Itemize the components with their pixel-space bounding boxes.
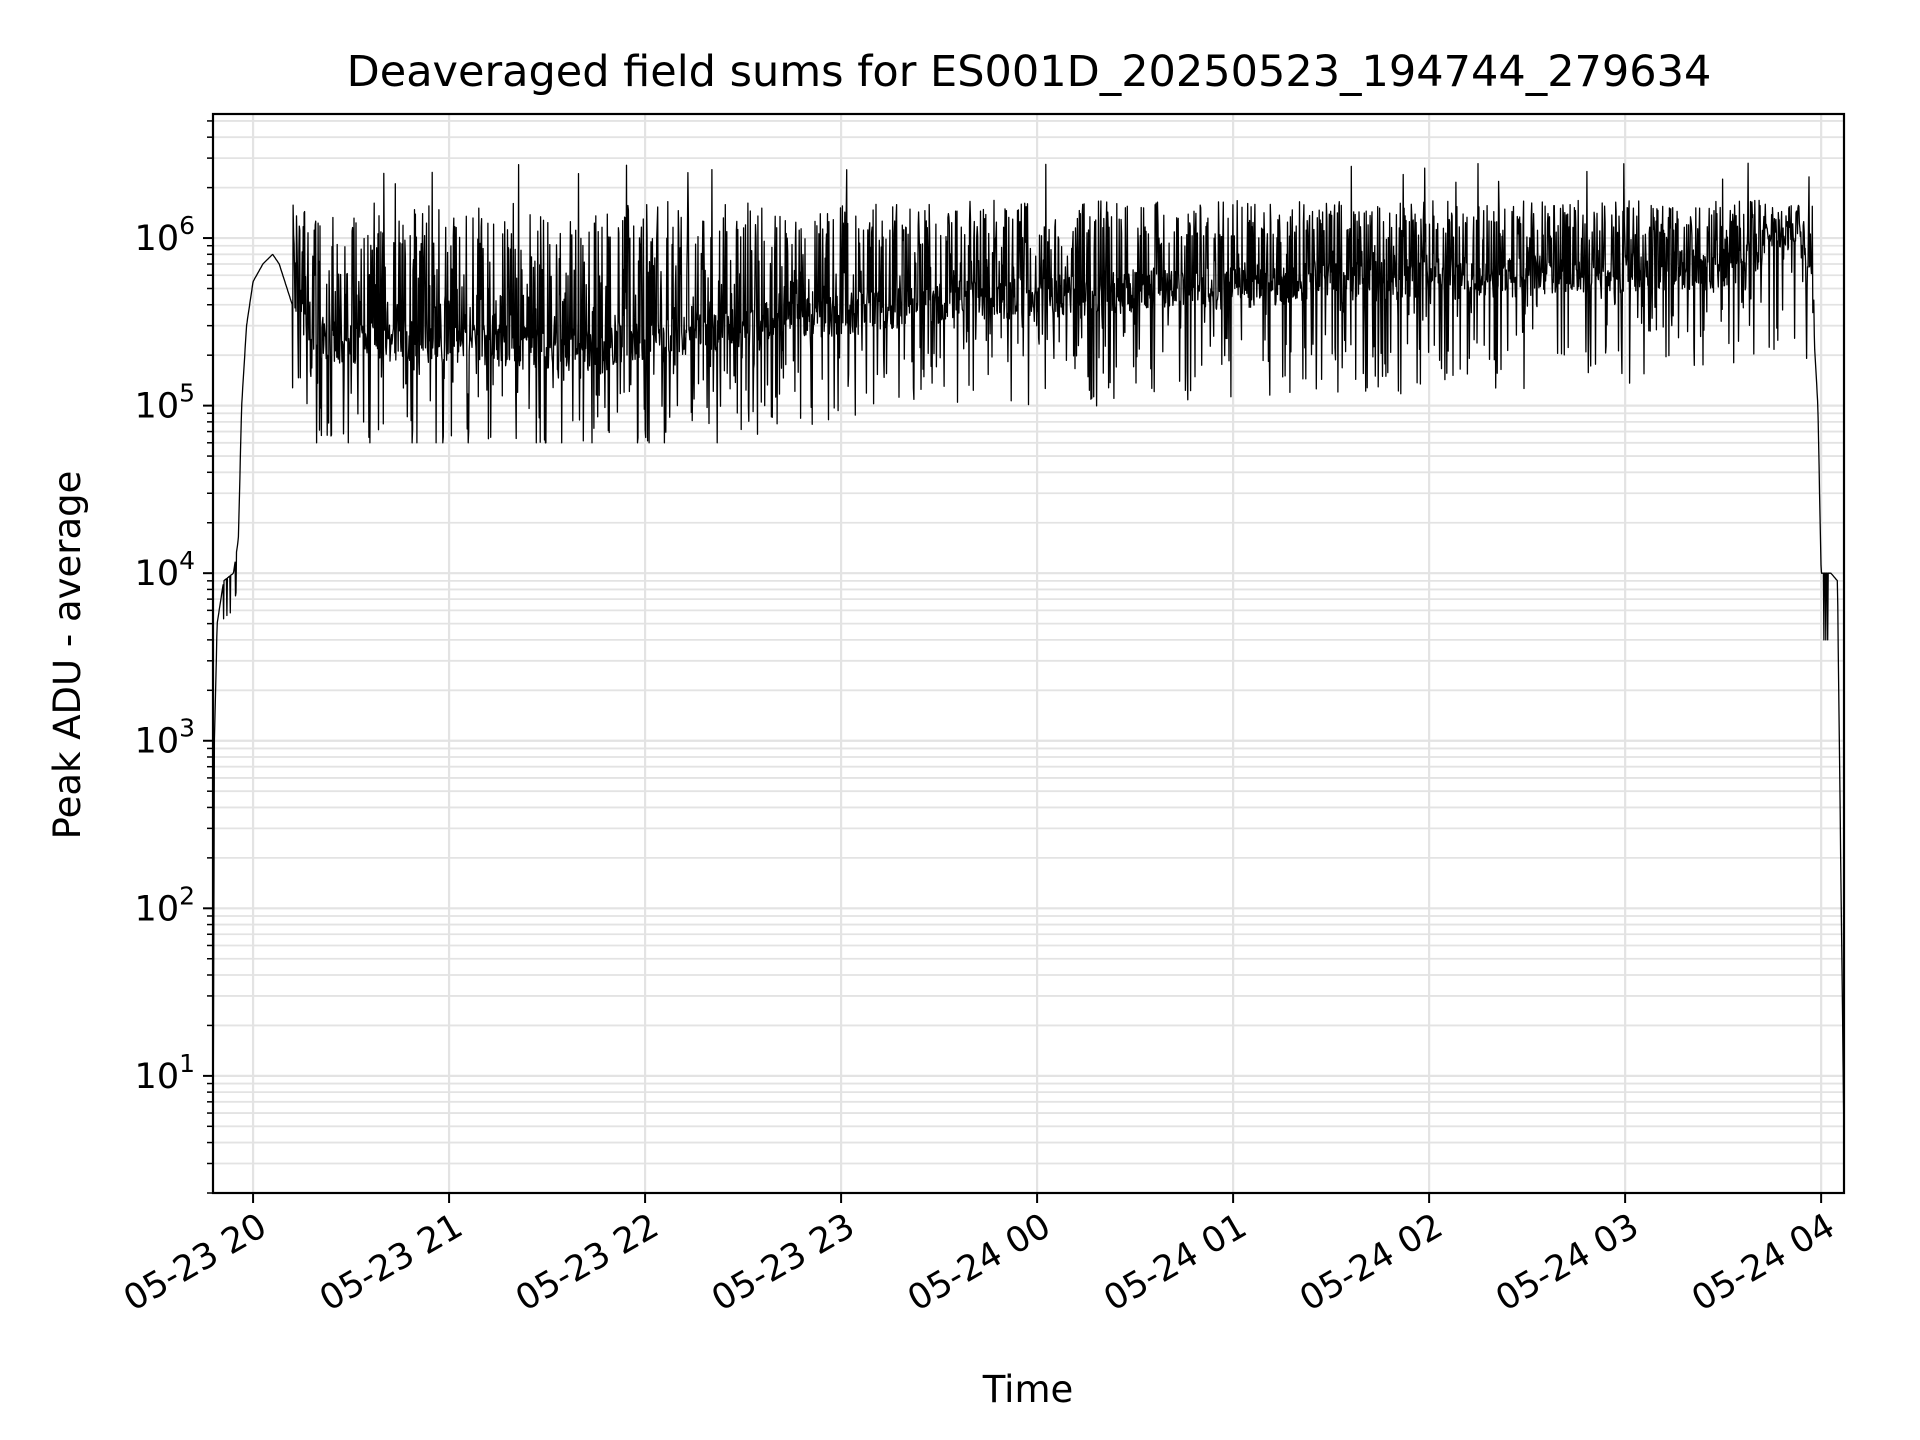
grid-layer bbox=[213, 114, 1844, 1194]
y-tick-label: 101 bbox=[135, 1049, 195, 1097]
y-axis-label: Peak ADU - average bbox=[46, 471, 89, 840]
y-tick-label: 106 bbox=[135, 211, 195, 259]
series-line bbox=[212, 162, 1845, 1164]
y-tick-label: 104 bbox=[135, 546, 195, 594]
series-layer bbox=[212, 162, 1845, 1164]
y-axis: 101 102 103 104 105 106 bbox=[135, 120, 213, 1194]
y-tick-label: 103 bbox=[135, 714, 195, 762]
chart-title: Deaveraged field sums for ES001D_2025052… bbox=[347, 47, 1712, 97]
y-tick-label: 105 bbox=[135, 379, 195, 427]
x-axis-label: Time bbox=[982, 1368, 1074, 1411]
plot-frame bbox=[211, 112, 1846, 1195]
y-tick-label: 102 bbox=[135, 881, 195, 929]
